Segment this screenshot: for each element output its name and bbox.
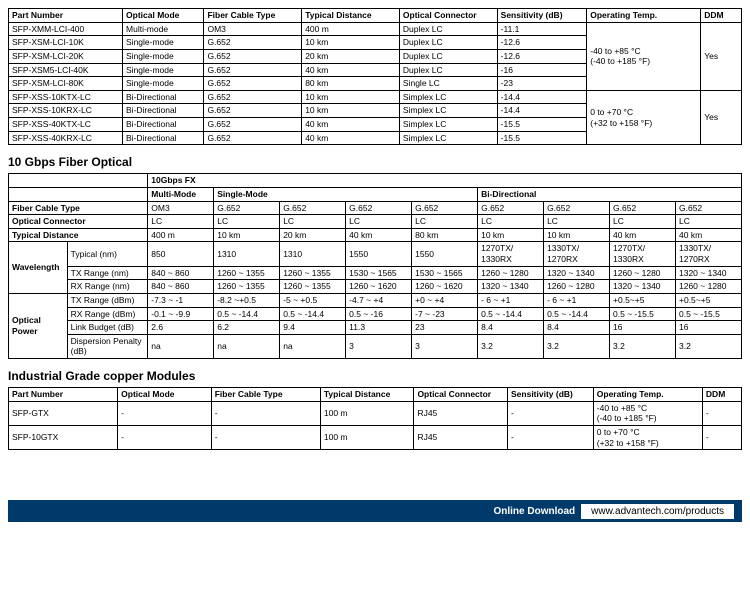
copper-modules-table: Part NumberOptical ModeFiber Cable TypeT… [8,387,742,450]
section-title-10g: 10 Gbps Fiber Optical [8,155,742,169]
fiber-modules-table: Part NumberOptical ModeFiber Cable TypeT… [8,8,742,145]
footer-label: Online Download [493,506,575,517]
section-title-copper: Industrial Grade copper Modules [8,369,742,383]
footer-bar: Online Download www.advantech.com/produc… [8,500,742,522]
footer-url[interactable]: www.advantech.com/products [581,504,734,519]
optical-spec-table: 10Gbps FXMulti-ModeSingle-ModeBi-Directi… [8,173,742,359]
